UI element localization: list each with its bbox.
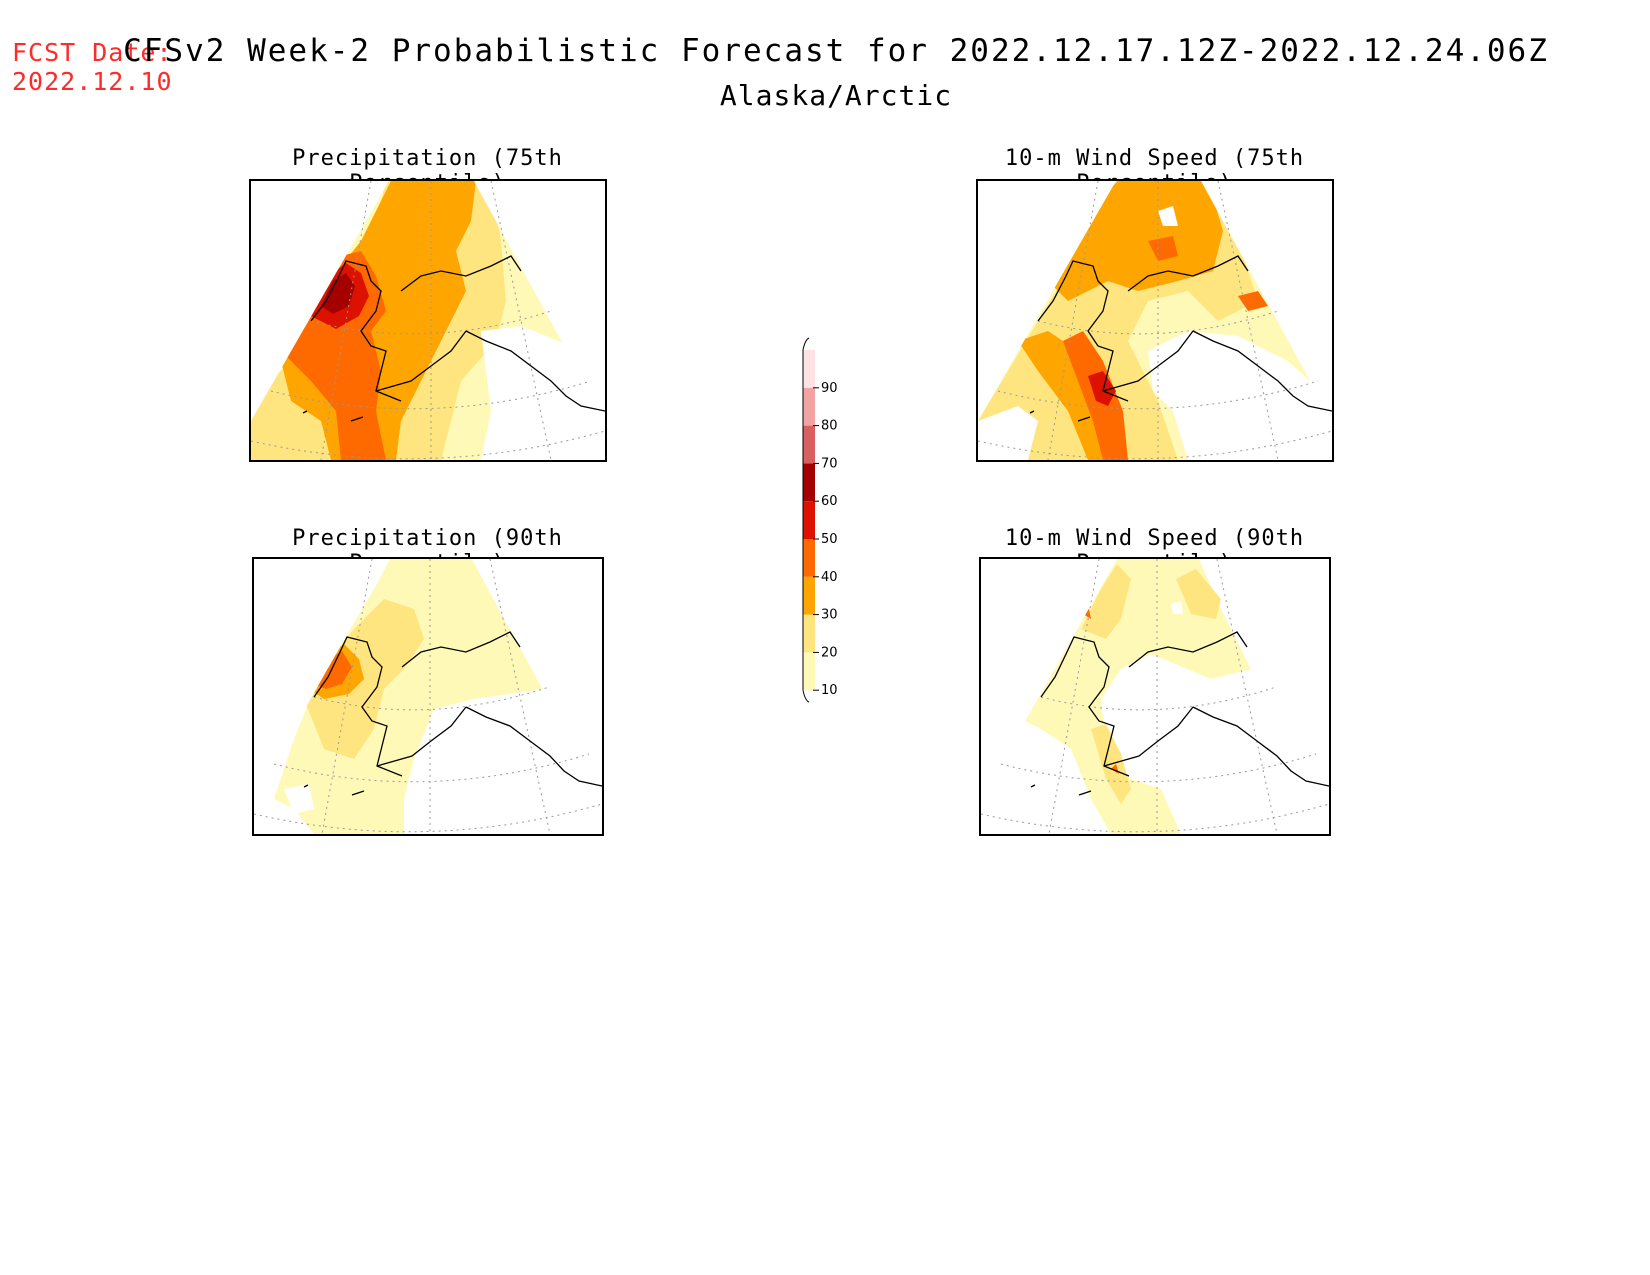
main-title-text: CFSv2 Week-2 Probabilistic Forecast for … [123,33,1549,69]
map-precip-90 [254,559,602,834]
colorbar-segment [803,387,815,426]
colorbar-label: 70 [821,456,838,471]
colorbar-label: 40 [821,570,838,585]
colorbar-label: 60 [821,494,838,509]
colorbar-label: 10 [821,683,838,698]
coastline-wind-75 [1029,255,1332,422]
colorbar-label: 80 [821,419,838,434]
colorbar: 10 20 30 40 50 60 70 80 90 [800,330,880,714]
map-wind-75 [978,181,1332,460]
colorbar-label: 50 [821,532,838,547]
coastline-precip-90 [303,631,602,796]
colorbar-segment [803,652,815,691]
map-panel-wind-90 [979,557,1331,836]
colorbar-label: 30 [821,608,838,623]
main-title: CFSv2 Week-2 Probabilistic Forecast for … [0,33,1650,69]
colorbar-label: 90 [821,381,838,396]
colorbar-label: 20 [821,645,838,660]
colorbar-segment [803,463,815,502]
map-precip-75 [251,181,605,460]
map-panel-precip-75 [249,179,607,462]
region-title-text: Alaska/Arctic [719,79,953,112]
colorbar-svg: 10 20 30 40 50 60 70 80 90 [802,337,838,703]
colorbar-bottom-cap [802,690,810,703]
map-panel-precip-90 [252,557,604,836]
fcst-date-value: 2022.12.10 [12,67,173,96]
colorbar-segment [803,501,815,539]
colorbar-segment [803,350,815,388]
colorbar-segment [803,539,815,577]
forecast-date-label: FCST Date: 2022.12.10 [12,38,173,96]
colorbar-segment [803,425,815,464]
map-wind-90 [981,559,1329,834]
colorbar-segment [803,576,815,615]
coastline [302,255,605,422]
graticule [251,181,605,460]
map-panel-wind-75 [976,179,1334,462]
coastline-wind-90 [1030,631,1329,796]
colorbar-top-cap [802,337,810,351]
fcst-date-caption: FCST Date: [12,38,173,67]
colorbar-segment [803,614,815,653]
region-title: Alaska/Arctic [0,79,1650,112]
